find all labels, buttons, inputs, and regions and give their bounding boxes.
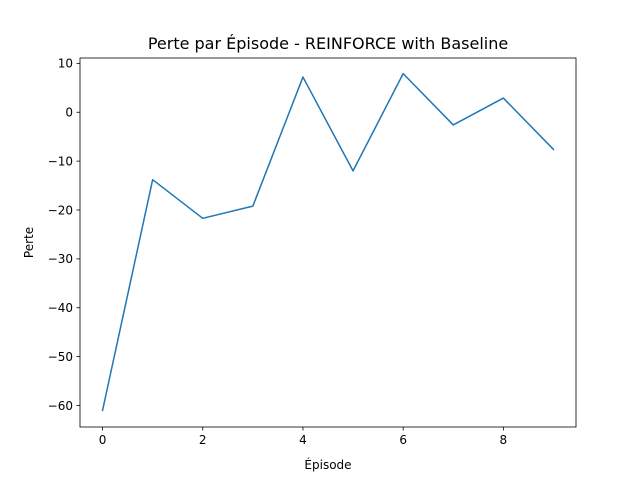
y-tick-label: −40: [48, 301, 73, 315]
y-tick-label: 10: [58, 57, 73, 71]
y-axis: −60 −50 −40 −30 −20 −10 0 10: [48, 57, 80, 413]
x-axis: 0 2 4 6 8: [99, 427, 507, 447]
x-tick-label: 6: [399, 433, 407, 447]
x-tick-label: 8: [500, 433, 508, 447]
y-tick-label: −50: [48, 350, 73, 364]
x-tick-label: 2: [199, 433, 207, 447]
plot-frame: [79, 57, 577, 428]
x-tick-label: 0: [99, 433, 107, 447]
x-axis-label: Épisode: [304, 457, 351, 472]
x-tick-label: 4: [299, 433, 307, 447]
chart-title: Perte par Épisode - REINFORCE with Basel…: [148, 34, 508, 53]
plot-area: [101, 72, 555, 412]
y-tick-label: −10: [48, 154, 73, 168]
y-tick-label: −30: [48, 252, 73, 266]
y-tick-label: 0: [65, 106, 73, 120]
y-axis-label: Perte: [22, 227, 36, 258]
series-line-0: [101, 72, 555, 412]
y-tick-label: −20: [48, 203, 73, 217]
y-tick-label: −60: [48, 399, 73, 413]
